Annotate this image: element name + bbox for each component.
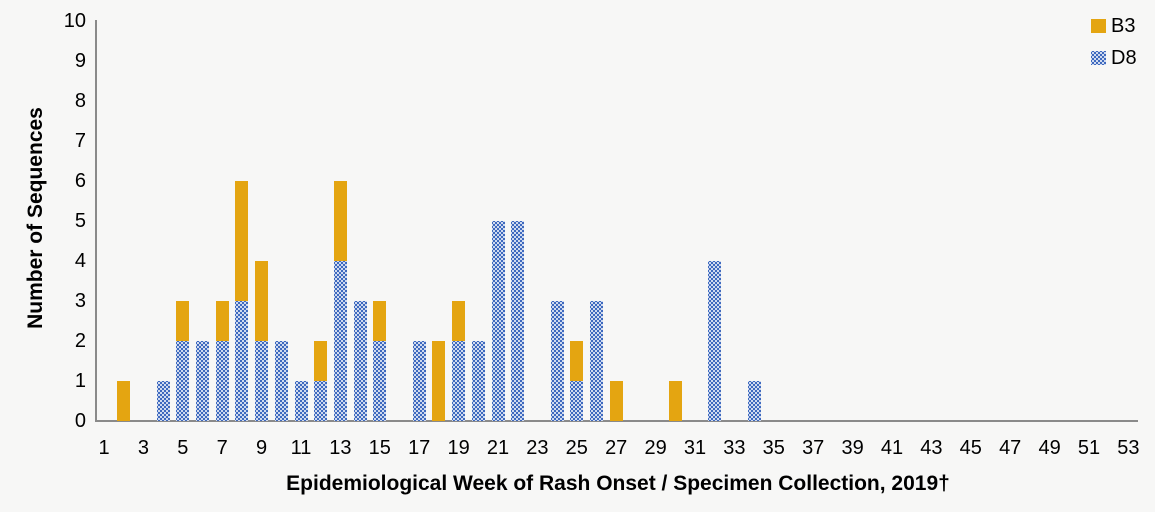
legend-item-b3: B3: [1091, 14, 1137, 38]
x-tick-label: 27: [605, 437, 628, 459]
y-tick-label: 0: [74, 410, 86, 432]
y-tick-label: 8: [74, 90, 86, 112]
x-tick-label: 49: [1038, 437, 1061, 459]
x-tick-label: 33: [723, 437, 746, 459]
y-tick-label: 9: [74, 50, 86, 72]
legend-label-d8: D8: [1111, 47, 1137, 69]
y-tick-label: 6: [74, 170, 86, 192]
x-tick-label: 3: [137, 437, 149, 459]
y-tick-label: 3: [74, 290, 86, 312]
y-tick-label: 1: [74, 370, 86, 392]
bar-week-17-d8: [412, 341, 426, 421]
y-tick-label: 10: [63, 10, 86, 32]
legend-swatch-b3-gold-square: [1091, 19, 1106, 33]
bar-week-5-b3: [176, 301, 190, 341]
bar-week-2-b3: [117, 381, 131, 421]
legend-label-b3: B3: [1111, 15, 1136, 37]
legend-item-d8: D8: [1091, 46, 1137, 70]
bar-week-8-d8: [235, 301, 249, 421]
x-axis-line: [95, 420, 1138, 422]
x-tick-label: 39: [841, 437, 864, 459]
y-tick-label: 4: [74, 250, 86, 272]
bar-week-15-d8: [373, 341, 387, 421]
bar-week-19-b3: [452, 301, 466, 341]
x-tick-label: 23: [526, 437, 549, 459]
y-axis-title: Number of Sequences: [24, 107, 47, 329]
x-tick-label: 37: [802, 437, 825, 459]
bar-week-14-d8: [353, 301, 367, 421]
bar-week-25-b3: [570, 341, 584, 381]
x-tick-label: 19: [447, 437, 470, 459]
bar-week-10-d8: [274, 341, 288, 421]
x-tick-label: 45: [959, 437, 982, 459]
bar-week-27-b3: [609, 381, 623, 421]
bar-week-19-d8: [452, 341, 466, 421]
y-tick-label: 7: [74, 130, 86, 152]
x-tick-label: 17: [408, 437, 431, 459]
bar-week-22-d8: [511, 221, 525, 421]
bar-week-25-d8: [570, 381, 584, 421]
bar-week-9-d8: [255, 341, 269, 421]
x-tick-label: 5: [177, 437, 189, 459]
bar-week-12-d8: [314, 381, 328, 421]
bar-week-26-d8: [590, 301, 603, 421]
bar-week-30-b3: [668, 381, 682, 421]
x-tick-label: 35: [762, 437, 785, 459]
x-tick-label: 15: [368, 437, 391, 459]
bar-week-34-d8: [747, 381, 761, 421]
bar-week-12-b3: [314, 341, 328, 381]
x-tick-label: 51: [1077, 437, 1101, 459]
plot-area: [96, 21, 1140, 421]
bar-week-24-d8: [550, 301, 564, 421]
legend-swatch-d8-dotted-square: [1091, 51, 1106, 65]
bar-week-32-d8: [708, 261, 722, 421]
bar-week-11-d8: [294, 381, 308, 421]
legend: B3 D8: [1091, 14, 1137, 78]
x-tick-label: 29: [644, 437, 667, 459]
bar-week-15-b3: [373, 301, 387, 341]
bar-week-8-b3: [235, 181, 249, 301]
x-tick-label: 53: [1117, 437, 1140, 459]
bar-week-13-b3: [333, 181, 347, 261]
y-tick-label: 2: [74, 330, 86, 352]
x-tick-label: 7: [216, 437, 228, 459]
bar-week-4-d8: [156, 381, 170, 421]
x-tick-label: 31: [683, 437, 707, 459]
x-tick-label: 21: [486, 437, 510, 459]
bar-week-7-b3: [215, 301, 229, 341]
bar-week-7-d8: [215, 341, 229, 421]
bar-week-6-d8: [196, 341, 209, 421]
x-tick-label: 13: [329, 437, 352, 459]
x-tick-label: 25: [565, 437, 588, 459]
x-tick-label: 11: [290, 437, 312, 459]
bar-week-13-d8: [333, 261, 347, 421]
x-tick-label: 43: [920, 437, 943, 459]
x-axis-title: Epidemiological Week of Rash Onset / Spe…: [286, 472, 950, 495]
x-tick-label: 9: [256, 437, 268, 459]
x-tick-label: 47: [999, 437, 1022, 459]
y-axis-line: [95, 20, 97, 422]
bar-week-21-d8: [491, 221, 505, 421]
x-tick-label: 41: [880, 437, 904, 459]
x-tick-label: 1: [98, 437, 110, 459]
bar-week-18-b3: [432, 341, 446, 421]
bar-week-9-b3: [255, 261, 269, 341]
bar-week-20-d8: [471, 341, 485, 421]
bar-week-5-d8: [176, 341, 190, 421]
y-tick-label: 5: [74, 210, 86, 232]
